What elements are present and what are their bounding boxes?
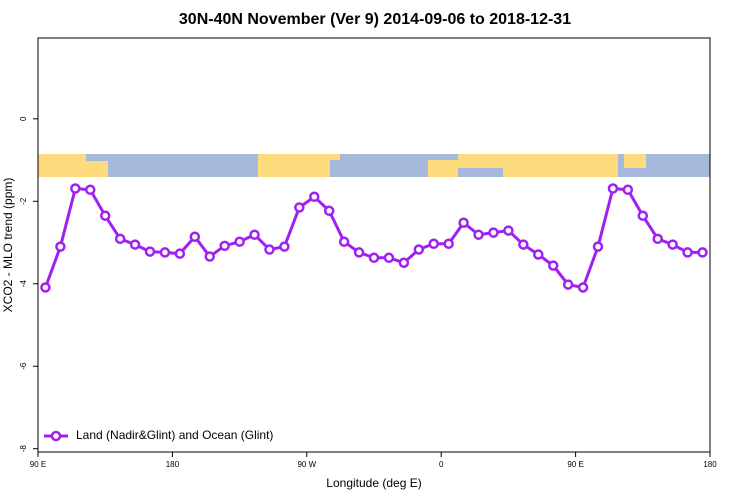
plot-frame: [37, 37, 711, 453]
series-line: [44, 186, 703, 290]
data-point: [592, 241, 604, 252]
y-axis-label: XCO2 - MLO trend (ppm): [1, 178, 15, 313]
data-point: [398, 257, 410, 268]
data-point: [667, 239, 678, 250]
y-tick-label: -8: [19, 445, 28, 453]
data-point: [189, 231, 201, 243]
data-point: [129, 239, 141, 250]
data-point: [204, 251, 215, 262]
chart-title: 30N-40N November (Ver 9) 2014-09-06 to 2…: [179, 11, 571, 28]
data-point: [279, 241, 290, 252]
data-point: [294, 202, 305, 213]
data-point: [249, 229, 260, 240]
data-point: [428, 238, 439, 250]
data-point: [488, 227, 499, 238]
legend-label: Land (Nadir&Glint) and Ocean (Glint): [76, 428, 273, 442]
data-point: [533, 249, 544, 260]
data-point: [264, 244, 275, 255]
data-point: [577, 282, 589, 293]
data-point: [219, 240, 230, 252]
data-point: [234, 236, 245, 247]
data-point: [697, 247, 708, 258]
data-point: [159, 247, 171, 258]
data-point: [458, 217, 469, 228]
data-point: [518, 239, 529, 250]
data-point: [338, 236, 350, 247]
data-point: [443, 238, 454, 250]
data-point: [622, 184, 634, 195]
data-point: [473, 229, 484, 240]
data-point: [114, 233, 126, 245]
data-point: [637, 210, 649, 221]
data-point: [547, 260, 559, 271]
x-tick-label: 0: [439, 460, 444, 469]
data-point: [413, 244, 425, 255]
data-point: [607, 183, 619, 194]
x-tick-label: 90 W: [297, 460, 316, 469]
x-tick-label: 90 E: [30, 460, 46, 469]
data-point: [70, 183, 81, 194]
data-point: [174, 248, 186, 259]
y-tick-label: -6: [19, 362, 28, 370]
data-point: [40, 282, 51, 293]
x-axis-label: Longitude (deg E): [326, 476, 421, 490]
data-point: [85, 184, 96, 195]
data-point: [55, 241, 66, 252]
y-tick-label: 0: [19, 116, 28, 121]
legend-marker: [50, 430, 62, 442]
data-point: [503, 225, 514, 236]
data-point: [562, 279, 574, 290]
map-strip: [38, 154, 710, 177]
y-tick-label: -2: [19, 197, 28, 205]
data-point: [652, 233, 663, 245]
data-point: [144, 246, 156, 257]
data-point: [368, 252, 380, 264]
data-point: [309, 191, 320, 203]
data-point: [682, 247, 693, 258]
y-tick-label: -4: [19, 280, 28, 288]
data-point: [99, 210, 111, 221]
data-point: [383, 252, 395, 264]
data-point: [353, 247, 365, 258]
x-tick-label: 180: [703, 460, 717, 469]
x-tick-label: 90 E: [567, 460, 583, 469]
x-tick-label: 180: [166, 460, 180, 469]
data-point: [323, 205, 335, 217]
